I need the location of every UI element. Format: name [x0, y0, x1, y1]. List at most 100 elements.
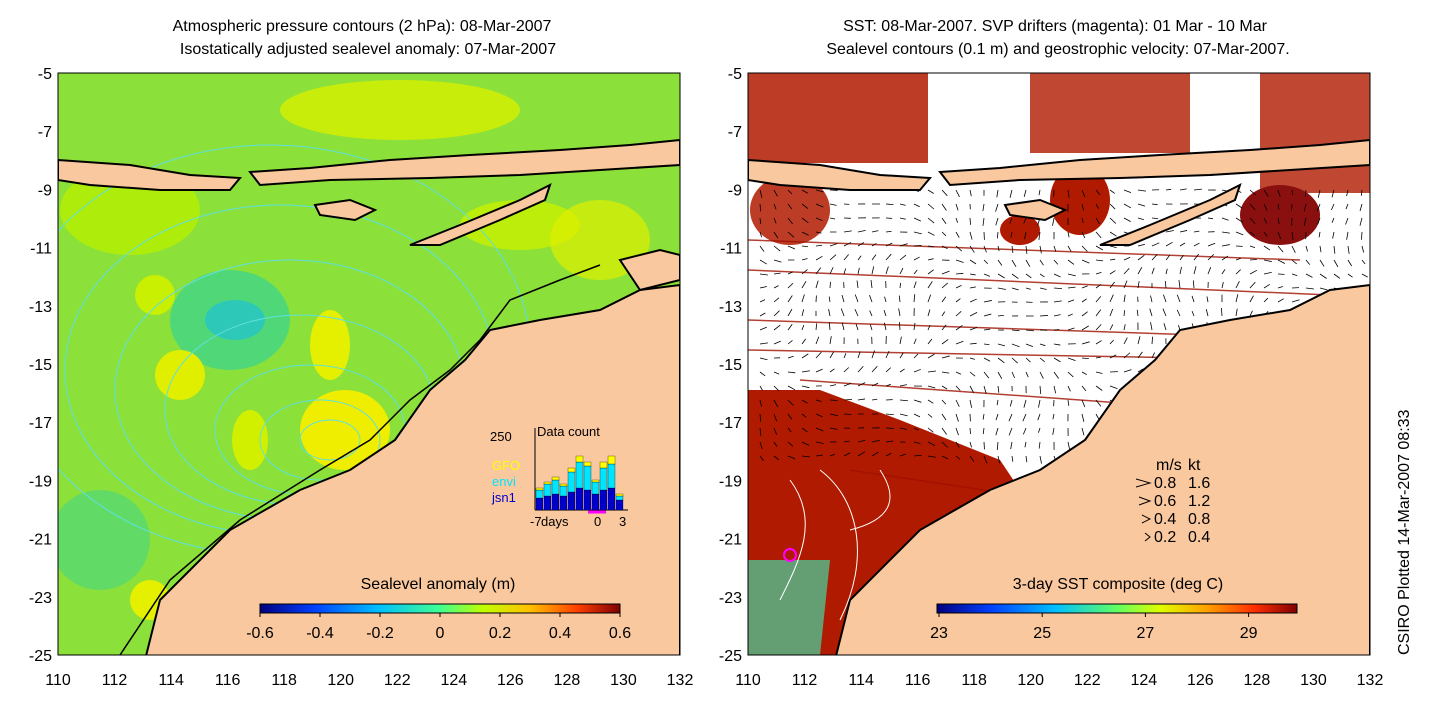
velocity-vector: [969, 399, 973, 408]
velocity-vector: [815, 280, 819, 289]
right-lat-tick-label: -25: [719, 648, 742, 665]
speed-legend-ms-value: 0.8: [1154, 475, 1176, 492]
velocity-vector: [870, 280, 873, 289]
velocity-vector: [1277, 245, 1284, 253]
australia-landmass: [835, 283, 1370, 655]
velocity-vector: [983, 371, 990, 379]
inset-bar: [599, 461, 608, 469]
velocity-vector: [801, 338, 806, 345]
velocity-vector: [759, 203, 762, 212]
velocity-vector: [899, 282, 901, 289]
velocity-vector: [815, 454, 823, 457]
velocity-vector: [773, 427, 777, 435]
velocity-vector: [969, 298, 977, 303]
velocity-vector: [913, 441, 921, 444]
velocity-vector: [997, 245, 1000, 252]
speed-legend-rows: 0.8 1.60.6 1.20.4 0.80.2 0.4: [1135, 475, 1210, 546]
velocity-vector: [829, 267, 834, 275]
velocity-vector: [1221, 281, 1224, 289]
velocity-vector: [857, 398, 866, 401]
velocity-vector: [1067, 299, 1075, 303]
velocity-vector: [1011, 329, 1020, 332]
velocity-vector: [1038, 441, 1041, 449]
left-lat-tick-label: -21: [29, 532, 52, 549]
velocity-vector: [885, 203, 894, 206]
velocity-vector: [997, 357, 1005, 364]
velocity-vector: [759, 245, 765, 252]
velocity-vector: [1081, 285, 1088, 289]
velocity-vector: [1165, 241, 1173, 247]
velocity-vector: [913, 368, 921, 373]
velocity-vector: [1081, 357, 1089, 360]
inset-bar: [543, 483, 552, 497]
velocity-vector: [1263, 284, 1271, 289]
velocity-vector: [773, 245, 781, 252]
velocity-vector: [1123, 189, 1132, 194]
velocity-vector: [801, 370, 810, 373]
velocity-vector: [1164, 281, 1167, 289]
velocity-vector: [829, 427, 838, 430]
velocity-vector: [1137, 203, 1146, 207]
velocity-vector: [1095, 284, 1102, 289]
velocity-vector: [787, 308, 793, 317]
inset-bar: [535, 497, 544, 511]
velocity-vector: [927, 399, 934, 404]
velocity-vector: [801, 203, 809, 210]
velocity-vector: [787, 385, 796, 391]
velocity-vector: [1039, 259, 1044, 266]
velocity-vector: [898, 295, 901, 303]
velocity-vector: [829, 203, 837, 206]
inset-bar: [535, 487, 544, 491]
velocity-vector: [843, 452, 851, 457]
left-title-line1: Atmospheric pressure contours (2 hPa): 0…: [173, 18, 552, 35]
velocity-vector: [1347, 245, 1350, 254]
inset-bar: [607, 455, 616, 465]
velocity-vector: [829, 368, 835, 373]
velocity-vector: [843, 398, 852, 401]
velocity-vector: [1081, 217, 1084, 223]
velocity-vector: [1022, 413, 1027, 422]
velocity-vector: [1109, 324, 1114, 331]
velocity-vector: [1095, 203, 1099, 209]
velocity-vector: [941, 399, 947, 405]
velocity-vector: [997, 273, 1005, 279]
left-lat-tick-label: -17: [29, 415, 52, 432]
velocity-vector: [1178, 280, 1181, 289]
right-lon-tick-label: 132: [1357, 672, 1384, 689]
velocity-vector: [898, 308, 901, 317]
velocity-vector: [1235, 280, 1240, 289]
velocity-vector: [927, 245, 934, 248]
velocity-vector: [871, 366, 878, 373]
velocity-vector: [843, 353, 847, 359]
velocity-vector: [913, 217, 922, 222]
velocity-vector: [829, 217, 836, 220]
velocity-vector: [871, 243, 877, 247]
velocity-vector: [885, 266, 889, 275]
right-lat-tick-label: -9: [728, 182, 742, 199]
right-colorbar-tick-label: 25: [1033, 625, 1051, 642]
velocity-vector: [1039, 343, 1046, 347]
velocity-vector: [1277, 203, 1280, 210]
velocity-vector: [1151, 352, 1155, 359]
velocity-vector: [1123, 294, 1126, 303]
velocity-vector: [840, 308, 845, 317]
velocity-vector: [1039, 273, 1045, 278]
right-title-line1: SST: 08-Mar-2007. SVP drifters (magenta)…: [843, 18, 1268, 35]
right-lon-tick-label: 120: [1017, 672, 1044, 689]
velocity-vector: [815, 203, 824, 208]
sst-field: [748, 73, 1370, 655]
velocity-vector: [995, 203, 999, 212]
inset-xlabel-min: -7: [530, 514, 542, 529]
velocity-vector: [857, 242, 865, 247]
left-lon-tick-label: 118: [271, 672, 297, 689]
velocity-vector: [843, 440, 850, 443]
velocity-vector: [983, 259, 988, 265]
velocity-vector: [1024, 441, 1027, 448]
velocity-vector: [1305, 287, 1314, 290]
velocity-vector: [1319, 273, 1327, 279]
velocity-vector: [885, 230, 892, 233]
velocity-vector: [1053, 245, 1057, 252]
velocity-vector: [1053, 259, 1059, 265]
velocity-vector: [869, 310, 873, 317]
velocity-vector: [927, 189, 934, 194]
